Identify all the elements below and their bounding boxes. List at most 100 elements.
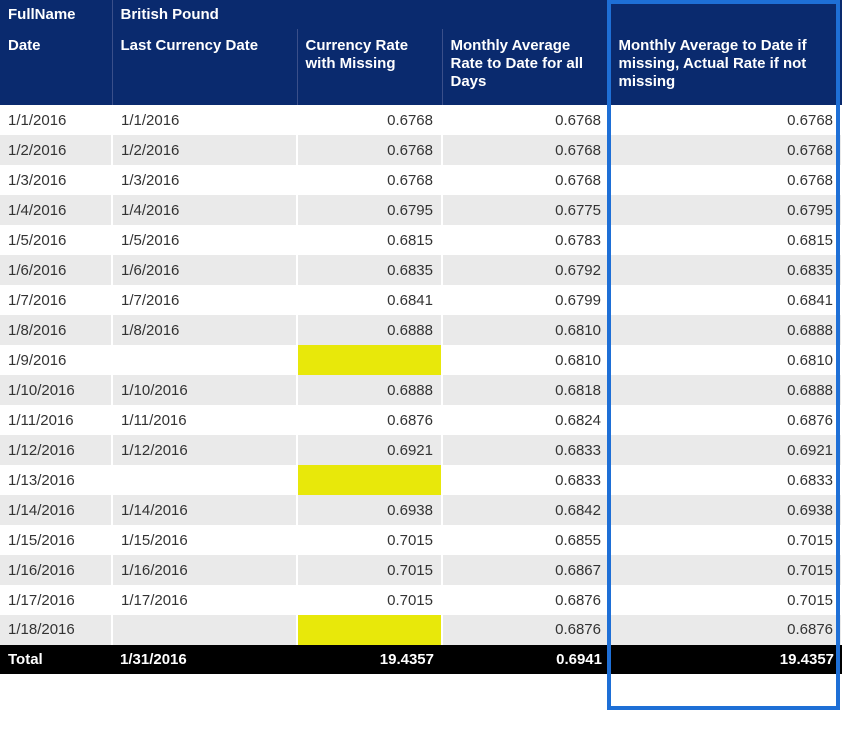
cell-last-currency-date: 1/1/2016 <box>112 105 297 135</box>
header-monthly-avg-or-actual[interactable]: Monthly Average to Date if missing, Actu… <box>610 29 842 105</box>
cell-last-currency-date: 1/10/2016 <box>112 375 297 405</box>
cell-currency-rate: 0.7015 <box>297 525 442 555</box>
cell-date: 1/2/2016 <box>0 135 112 165</box>
cell-last-currency-date: 1/6/2016 <box>112 255 297 285</box>
cell-date: 1/18/2016 <box>0 615 112 645</box>
cell-date: 1/7/2016 <box>0 285 112 315</box>
cell-monthly-avg-or-actual: 0.6888 <box>610 375 842 405</box>
cell-monthly-avg-or-actual: 0.7015 <box>610 555 842 585</box>
cell-last-currency-date <box>112 465 297 495</box>
cell-currency-rate <box>297 615 442 645</box>
cell-last-currency-date: 1/4/2016 <box>112 195 297 225</box>
total-avg: 0.6941 <box>442 645 610 674</box>
cell-date: 1/11/2016 <box>0 405 112 435</box>
total-row: Total 1/31/2016 19.4357 0.6941 19.4357 <box>0 645 842 674</box>
cell-currency-rate: 0.6768 <box>297 105 442 135</box>
header-date[interactable]: Date <box>0 29 112 105</box>
total-label: Total <box>0 645 112 674</box>
table-row[interactable]: 1/12/20161/12/20160.69210.68330.6921 <box>0 435 842 465</box>
cell-currency-rate: 0.6768 <box>297 135 442 165</box>
cell-monthly-avg-all: 0.6842 <box>442 495 610 525</box>
cell-monthly-avg-all: 0.6833 <box>442 465 610 495</box>
cell-date: 1/5/2016 <box>0 225 112 255</box>
cell-last-currency-date: 1/3/2016 <box>112 165 297 195</box>
cell-monthly-avg-or-actual: 0.6938 <box>610 495 842 525</box>
cell-date: 1/1/2016 <box>0 105 112 135</box>
table-row[interactable]: 1/5/20161/5/20160.68150.67830.6815 <box>0 225 842 255</box>
cell-last-currency-date <box>112 345 297 375</box>
cell-monthly-avg-all: 0.6876 <box>442 615 610 645</box>
header-currency-rate-missing[interactable]: Currency Rate with Missing <box>297 29 442 105</box>
table-row[interactable]: 1/4/20161/4/20160.67950.67750.6795 <box>0 195 842 225</box>
cell-date: 1/4/2016 <box>0 195 112 225</box>
table-row[interactable]: 1/13/2016 0.68330.6833 <box>0 465 842 495</box>
total-final: 19.4357 <box>610 645 842 674</box>
cell-currency-rate <box>297 345 442 375</box>
table-wrapper: FullName British Pound Date Last Currenc… <box>0 0 842 674</box>
currency-table: FullName British Pound Date Last Currenc… <box>0 0 842 674</box>
cell-last-currency-date <box>112 615 297 645</box>
cell-currency-rate: 0.6841 <box>297 285 442 315</box>
cell-currency-rate: 0.7015 <box>297 585 442 615</box>
header-monthly-avg-all[interactable]: Monthly Average Rate to Date for all Day… <box>442 29 610 105</box>
table-row[interactable]: 1/7/20161/7/20160.68410.67990.6841 <box>0 285 842 315</box>
table-row[interactable]: 1/10/20161/10/20160.68880.68180.6888 <box>0 375 842 405</box>
cell-last-currency-date: 1/17/2016 <box>112 585 297 615</box>
table-row[interactable]: 1/18/2016 0.68760.6876 <box>0 615 842 645</box>
cell-currency-rate: 0.7015 <box>297 555 442 585</box>
column-header-row: Date Last Currency Date Currency Rate wi… <box>0 29 842 105</box>
cell-monthly-avg-or-actual: 0.6835 <box>610 255 842 285</box>
cell-monthly-avg-all: 0.6867 <box>442 555 610 585</box>
table-row[interactable]: 1/17/20161/17/20160.70150.68760.7015 <box>0 585 842 615</box>
cell-last-currency-date: 1/2/2016 <box>112 135 297 165</box>
table-row[interactable]: 1/3/20161/3/20160.67680.67680.6768 <box>0 165 842 195</box>
cell-date: 1/8/2016 <box>0 315 112 345</box>
cell-date: 1/9/2016 <box>0 345 112 375</box>
table-row[interactable]: 1/9/20160.68100.6810 <box>0 345 842 375</box>
cell-monthly-avg-or-actual: 0.6768 <box>610 165 842 195</box>
cell-date: 1/6/2016 <box>0 255 112 285</box>
cell-currency-rate: 0.6921 <box>297 435 442 465</box>
cell-last-currency-date: 1/8/2016 <box>112 315 297 345</box>
table-row[interactable]: 1/14/20161/14/20160.69380.68420.6938 <box>0 495 842 525</box>
cell-date: 1/10/2016 <box>0 375 112 405</box>
cell-last-currency-date: 1/14/2016 <box>112 495 297 525</box>
cell-last-currency-date: 1/11/2016 <box>112 405 297 435</box>
super-header-currency: British Pound <box>112 0 842 29</box>
cell-last-currency-date: 1/12/2016 <box>112 435 297 465</box>
cell-currency-rate: 0.6888 <box>297 375 442 405</box>
cell-monthly-avg-all: 0.6818 <box>442 375 610 405</box>
cell-date: 1/17/2016 <box>0 585 112 615</box>
table-row[interactable]: 1/2/20161/2/20160.67680.67680.6768 <box>0 135 842 165</box>
cell-monthly-avg-or-actual: 0.6810 <box>610 345 842 375</box>
cell-monthly-avg-all: 0.6783 <box>442 225 610 255</box>
table-row[interactable]: 1/15/20161/15/20160.70150.68550.7015 <box>0 525 842 555</box>
header-last-currency-date[interactable]: Last Currency Date <box>112 29 297 105</box>
cell-monthly-avg-all: 0.6775 <box>442 195 610 225</box>
table-row[interactable]: 1/11/20161/11/20160.68760.68240.6876 <box>0 405 842 435</box>
cell-monthly-avg-or-actual: 0.6888 <box>610 315 842 345</box>
cell-monthly-avg-or-actual: 0.7015 <box>610 525 842 555</box>
cell-monthly-avg-or-actual: 0.6815 <box>610 225 842 255</box>
cell-monthly-avg-all: 0.6855 <box>442 525 610 555</box>
table-row[interactable]: 1/1/20161/1/20160.67680.67680.6768 <box>0 105 842 135</box>
table-row[interactable]: 1/8/20161/8/20160.68880.68100.6888 <box>0 315 842 345</box>
total-rate: 19.4357 <box>297 645 442 674</box>
cell-last-currency-date: 1/5/2016 <box>112 225 297 255</box>
cell-monthly-avg-all: 0.6768 <box>442 135 610 165</box>
cell-last-currency-date: 1/15/2016 <box>112 525 297 555</box>
cell-monthly-avg-or-actual: 0.6876 <box>610 615 842 645</box>
cell-currency-rate: 0.6795 <box>297 195 442 225</box>
cell-last-currency-date: 1/7/2016 <box>112 285 297 315</box>
table-row[interactable]: 1/16/20161/16/20160.70150.68670.7015 <box>0 555 842 585</box>
cell-monthly-avg-or-actual: 0.6833 <box>610 465 842 495</box>
cell-date: 1/13/2016 <box>0 465 112 495</box>
table-row[interactable]: 1/6/20161/6/20160.68350.67920.6835 <box>0 255 842 285</box>
total-last-date: 1/31/2016 <box>112 645 297 674</box>
cell-monthly-avg-or-actual: 0.6921 <box>610 435 842 465</box>
cell-date: 1/3/2016 <box>0 165 112 195</box>
cell-currency-rate <box>297 465 442 495</box>
cell-currency-rate: 0.6888 <box>297 315 442 345</box>
cell-monthly-avg-or-actual: 0.7015 <box>610 585 842 615</box>
cell-monthly-avg-all: 0.6810 <box>442 315 610 345</box>
